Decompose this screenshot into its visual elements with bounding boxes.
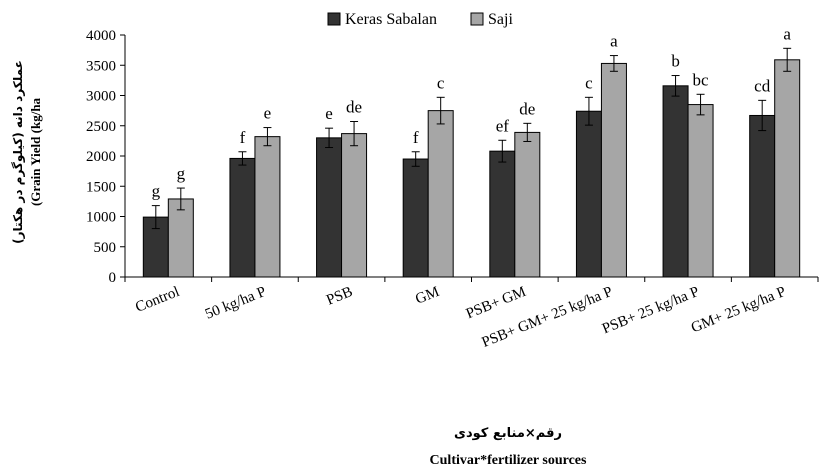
y-axis: 0 500 1000 1500 2000 2500 3000 3500 4000 xyxy=(86,28,126,286)
legend-swatch-keras-sabalan xyxy=(327,12,341,26)
legend-label-keras-sabalan: Keras Sabalan xyxy=(345,11,437,28)
bar xyxy=(402,158,429,278)
significance-letter: c xyxy=(437,73,445,92)
bar xyxy=(167,198,194,278)
x-tick-label: Control xyxy=(133,284,181,316)
x-tick-label: GM xyxy=(413,284,441,308)
bar xyxy=(662,85,689,278)
y-tick-label: 500 xyxy=(94,240,117,256)
significance-letter: e xyxy=(325,104,333,123)
significance-letter: ef xyxy=(496,116,510,135)
y-tick-label: 2500 xyxy=(86,119,116,135)
significance-letter: f xyxy=(413,128,419,147)
bar xyxy=(254,136,281,278)
bar xyxy=(749,114,776,278)
bar xyxy=(489,150,516,278)
y-tick-label: 1500 xyxy=(86,179,116,195)
x-axis-label-persian: رقم×منابع کودی xyxy=(454,426,562,441)
y-tick-label: 3000 xyxy=(86,89,116,105)
significance-letter: b xyxy=(671,52,680,71)
significance-letter: f xyxy=(240,128,246,147)
legend: Keras Sabalan Saji xyxy=(327,11,513,28)
significance-letter: de xyxy=(346,98,362,117)
bar xyxy=(600,62,627,278)
bar xyxy=(316,137,343,278)
y-tick-label: 1000 xyxy=(86,210,116,226)
significance-letter: c xyxy=(585,73,593,92)
x-tick-label: GM+ 25 kg/ha P xyxy=(689,284,788,337)
x-tick-label: PSB+ 25 kg/ha P xyxy=(600,284,702,337)
legend-swatch-saji xyxy=(470,12,484,26)
bar xyxy=(687,104,714,278)
y-tick-label: 2000 xyxy=(86,149,116,165)
x-tick-label: PSB xyxy=(324,284,355,309)
y-tick-label: 3500 xyxy=(86,58,116,74)
x-tick-label: 50 kg/ha P xyxy=(203,284,268,323)
bar xyxy=(774,59,801,278)
significance-letter: e xyxy=(264,104,272,123)
significance-letter: de xyxy=(519,99,535,118)
significance-letter: cd xyxy=(754,76,771,95)
bar xyxy=(427,110,454,278)
legend-label-saji: Saji xyxy=(488,11,513,28)
bar xyxy=(229,157,256,278)
significance-letter: g xyxy=(177,164,186,183)
x-axis-label-english: Cultivar*fertilizer sources xyxy=(430,453,587,468)
x-tick-label: PSB+ GM xyxy=(464,284,528,322)
significance-letter: a xyxy=(783,24,791,43)
bar xyxy=(341,133,368,278)
significance-letter: a xyxy=(610,32,618,51)
significance-letter: g xyxy=(152,182,161,201)
y-tick-label: 0 xyxy=(109,270,117,286)
y-axis-label-persian: عملکرد دانه (کیلوگرم در هکتار) xyxy=(11,60,26,244)
significance-letter: bc xyxy=(693,70,710,89)
y-axis-label-english: (Grain Yield (kg/ha xyxy=(28,97,43,206)
y-tick-label: 4000 xyxy=(86,28,116,44)
bar xyxy=(514,131,541,278)
bar xyxy=(575,110,602,278)
